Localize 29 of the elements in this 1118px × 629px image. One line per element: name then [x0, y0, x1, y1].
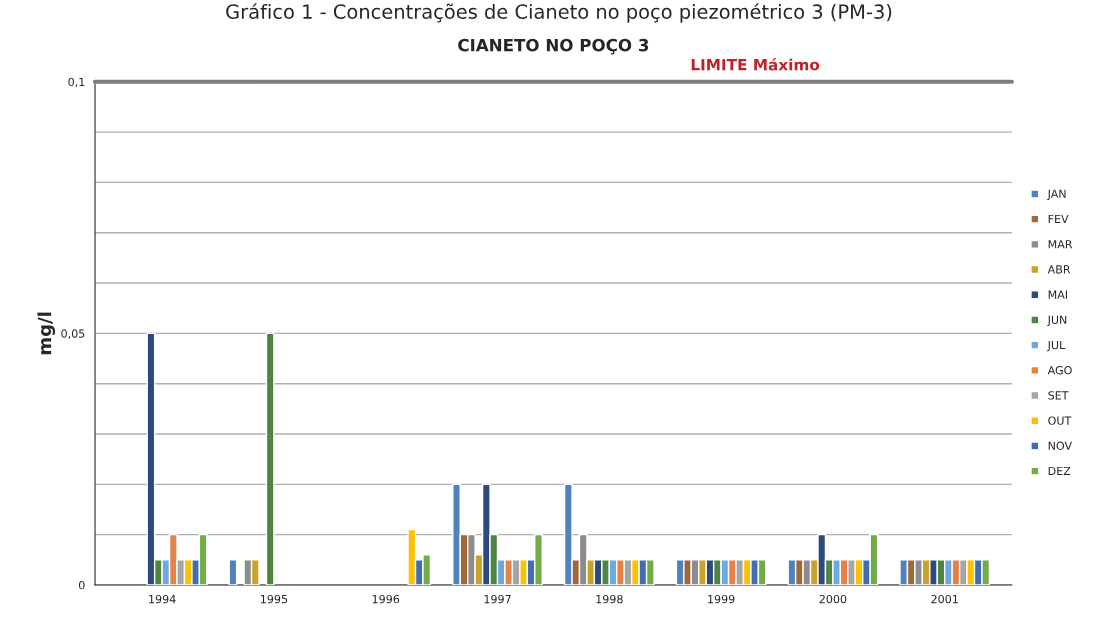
y-tick-label: 0,1: [68, 77, 85, 88]
x-tick-label: 1995: [260, 594, 288, 604]
legend-label: AGO: [1047, 365, 1072, 375]
legend-label: FEV: [1048, 214, 1069, 224]
x-tick-label: 1999: [708, 594, 735, 604]
legend-label: JAN: [1047, 189, 1066, 201]
chart-subtitle: CIANETO NO POÇO 3: [458, 38, 649, 55]
x-tick-label: 1998: [596, 594, 623, 604]
legend-label: OUT: [1048, 416, 1072, 425]
x-tick-label: 2000: [819, 594, 847, 604]
x-tick-label: 1996: [372, 594, 400, 604]
legend-label: SET: [1048, 391, 1069, 400]
legend-label: NOV: [1048, 441, 1072, 450]
y-axis-title: mg/l: [37, 312, 56, 355]
legend-label: JUL: [1047, 340, 1066, 352]
legend-label: MAI: [1048, 290, 1067, 299]
legend-label: DEZ: [1048, 466, 1071, 476]
x-tick-label: 1994: [149, 594, 176, 604]
x-tick-label: 2001: [931, 594, 958, 604]
x-tick-label: 1997: [484, 594, 511, 604]
legend-label: MAR: [1048, 240, 1073, 249]
y-tick-label: 0: [78, 580, 85, 590]
bar: [228, 559, 238, 585]
legend-label: ABR: [1047, 265, 1071, 274]
legend-label: JUN: [1047, 315, 1067, 327]
bar: [265, 332, 275, 585]
ref-line-label: LIMITE Máximo: [691, 58, 820, 71]
y-tick-label: 0,05: [61, 329, 85, 339]
chart-title: Gráfico 1 - Concentrações de Cianeto no poço piezométrico 3 (PM-3): [226, 3, 892, 23]
